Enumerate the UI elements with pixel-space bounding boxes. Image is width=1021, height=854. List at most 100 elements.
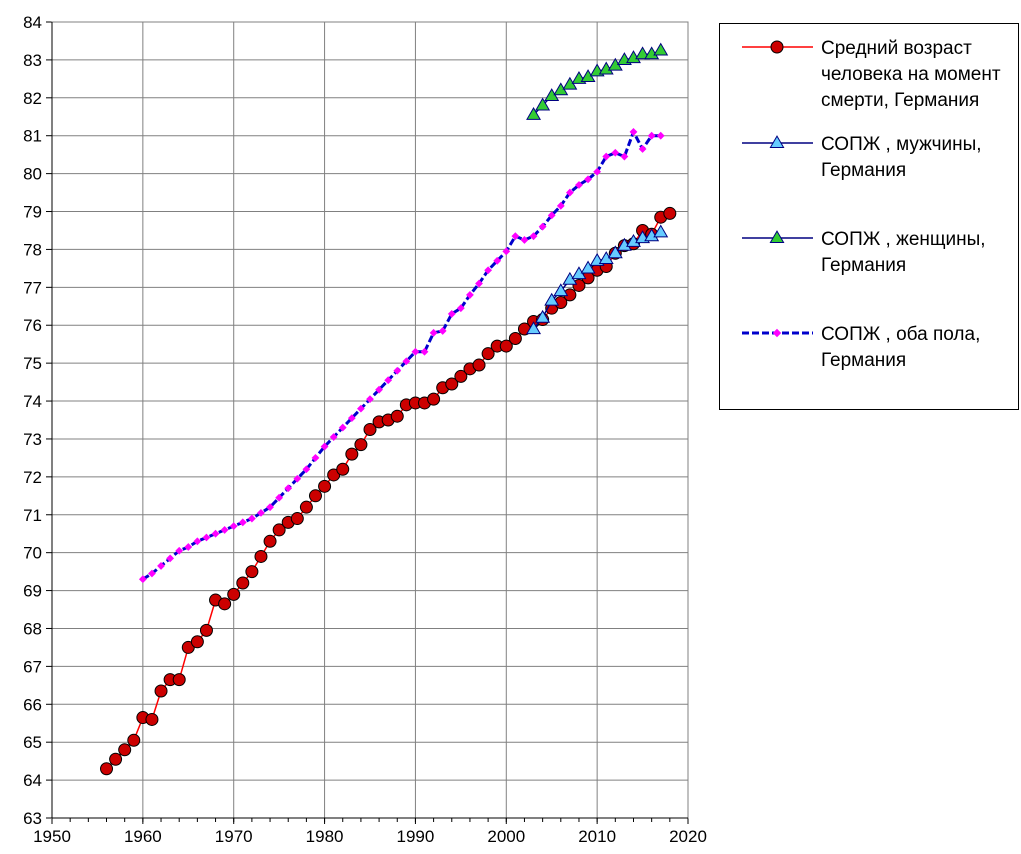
data-point-both [229,522,238,531]
data-point-both [366,395,374,404]
data-point-men [535,309,551,323]
data-point-mean-age [299,500,313,514]
data-point-both [656,131,665,140]
legend-swatch-men [742,135,813,149]
data-point-both [447,309,456,318]
data-point-mean-age [427,392,441,406]
data-point-mean-age [354,438,368,452]
data-point-both [584,175,592,184]
data-point-both [420,347,429,356]
data-point-mean-age [308,489,322,503]
data-point-mean-age [127,733,141,747]
data-point-mean-age [272,523,286,537]
data-point-both [502,247,511,256]
data-point-mean-age [227,587,241,601]
series-line-both [142,128,661,581]
data-point-mean-age [508,332,522,346]
data-point-both [138,575,147,584]
data-point-both [157,562,165,570]
data-point-mean-age [254,549,268,563]
data-point-both [238,518,247,527]
data-point-mean-age [245,565,259,579]
data-point-both [511,232,520,241]
data-point-mean-age [109,752,123,766]
data-point-men [526,321,542,335]
data-point-women [526,107,542,120]
data-point-women [653,42,669,56]
data-point-both [629,128,638,136]
data-point-mean-age [454,369,468,383]
data-point-mean-age [445,377,459,391]
data-point-mean-age [154,684,168,698]
y-tick-label: 79 [23,203,42,222]
y-tick-label: 69 [23,582,42,601]
legend-label-women: СОПЖ , женщины, Германия [821,229,986,276]
data-point-mean-age [663,206,677,220]
data-point-both [647,131,656,140]
y-tick-label: 82 [23,89,42,108]
data-point-mean-age [481,347,495,361]
data-point-both [429,328,438,337]
data-point-both [175,546,184,555]
legend: Средний возраст человека на момент смерт… [719,23,1019,410]
y-tick-label: 83 [23,51,42,70]
data-point-both [184,543,193,551]
data-point-mean-age [390,409,404,423]
y-tick-label: 71 [23,506,42,525]
data-point-both [402,357,411,366]
data-point-both [466,291,474,299]
data-point-both [475,279,483,288]
data-point-women [635,46,651,60]
grid [51,21,689,819]
data-point-both [602,152,611,161]
data-point-men [553,283,569,297]
legend-label-both: СОПЖ , оба пола, Германия [821,324,981,371]
legend-item-women: СОПЖ , женщины, Германия [740,227,1016,279]
data-point-both [638,145,647,153]
y-tick-label: 66 [23,695,42,714]
legend-swatch-mean-age [742,40,813,54]
x-tick-label: 1980 [306,827,344,846]
data-point-both [411,347,420,356]
data-point-both [529,232,538,241]
data-point-both [375,385,383,394]
x-tick-label: 2020 [669,827,707,846]
legend-swatch-women [742,230,813,244]
data-point-both [611,148,620,157]
legend-item-mean-age: Средний возраст человека на момент смерт… [740,36,1016,114]
data-point-mean-age [190,635,204,649]
data-point-both [593,167,602,176]
tick-labels: 1950 1960 1970 1980 1990 2000 2010 2020 63 64 65 66… [23,13,707,846]
y-tick-label: 64 [23,771,42,790]
data-point-both [284,484,293,493]
data-point-mean-age [345,447,359,461]
legend-marker [772,328,782,338]
x-tick-label: 2000 [487,827,525,846]
data-point-both [438,327,447,335]
data-point-both [338,423,347,432]
data-point-men [544,292,560,306]
y-tick-label: 76 [23,316,42,335]
data-point-both [211,529,220,538]
data-point-both [148,569,156,578]
legend-swatch-both [742,328,813,338]
data-point-both [456,304,465,313]
data-point-mean-age [318,479,332,493]
series-men [526,224,669,335]
data-point-both [538,222,547,231]
data-point-both [266,503,274,512]
x-tick-label: 1960 [124,827,162,846]
data-point-mean-age [145,712,159,726]
legend-item-both: СОПЖ , оба пола, Германия [740,322,1016,374]
y-tick-label: 65 [23,733,42,752]
data-point-mean-age [499,339,513,353]
y-tick-label: 74 [23,392,42,411]
data-point-women [535,97,551,111]
axes [46,21,689,824]
y-tick-label: 73 [23,430,42,449]
plot-area [52,22,688,818]
data-point-both [166,554,175,563]
y-tick-label: 75 [23,354,42,373]
x-tick-label: 1970 [215,827,253,846]
legend-marker [769,230,785,244]
